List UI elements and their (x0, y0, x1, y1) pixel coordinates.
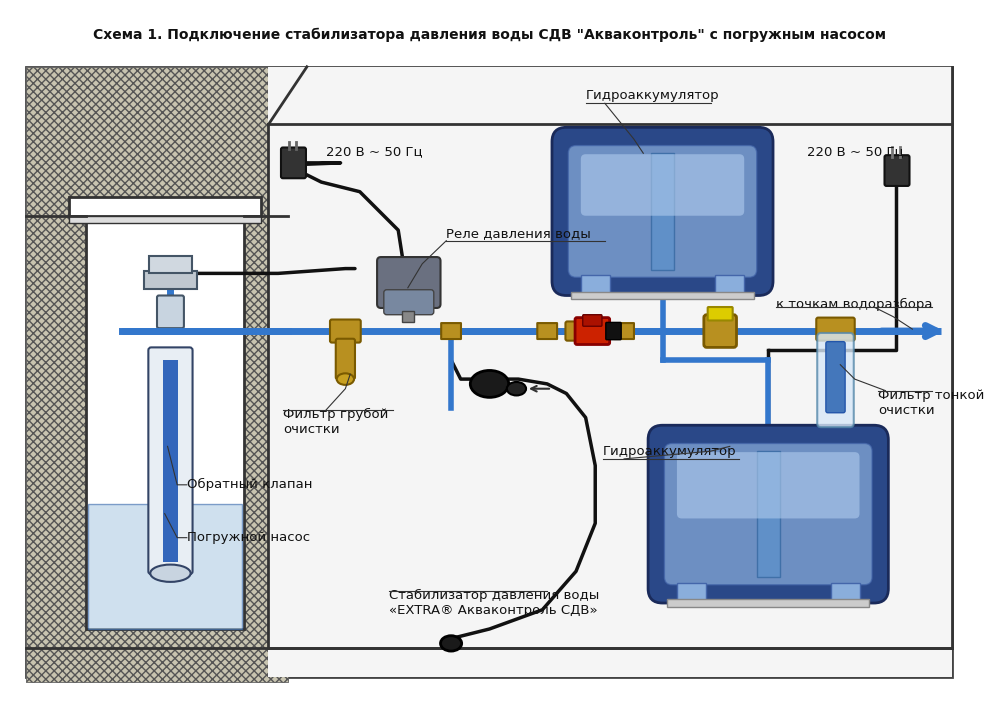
FancyBboxPatch shape (336, 338, 355, 379)
FancyBboxPatch shape (575, 318, 610, 345)
FancyBboxPatch shape (704, 315, 737, 348)
Bar (88, 504, 242, 629)
Text: Реле давления воды: Реле давления воды (446, 227, 591, 240)
Bar (26, 67, 288, 682)
Bar (831, 583, 860, 600)
Bar (571, 291, 754, 299)
Text: Стабилизатор давления воды
«EXTRA® Акваконтроль СДВ»: Стабилизатор давления воды «EXTRA® Аквак… (389, 588, 599, 617)
Text: Обратный клапан: Обратный клапан (187, 478, 312, 491)
FancyBboxPatch shape (384, 290, 434, 315)
Text: Фильтр грубой
очистки: Фильтр грубой очистки (283, 408, 388, 436)
Ellipse shape (507, 382, 526, 396)
FancyBboxPatch shape (565, 321, 587, 341)
FancyBboxPatch shape (552, 127, 773, 296)
FancyBboxPatch shape (664, 443, 872, 585)
FancyBboxPatch shape (677, 452, 860, 518)
FancyBboxPatch shape (568, 146, 757, 277)
Text: к точкам водоразбора: к точкам водоразбора (776, 298, 932, 311)
Text: Фильтр тонкой
очистки: Фильтр тонкой очистки (878, 388, 984, 417)
Ellipse shape (150, 565, 191, 582)
Ellipse shape (441, 635, 462, 651)
FancyBboxPatch shape (581, 154, 744, 216)
FancyBboxPatch shape (281, 148, 306, 178)
FancyBboxPatch shape (614, 323, 634, 339)
Text: Гидроаккумулятор: Гидроаккумулятор (603, 445, 737, 458)
Text: Гидроаккумулятор: Гидроаккумулятор (586, 89, 719, 102)
FancyBboxPatch shape (885, 155, 909, 186)
Bar (715, 276, 744, 293)
FancyBboxPatch shape (583, 315, 602, 326)
Bar (268, 67, 952, 677)
Bar (581, 276, 610, 293)
Bar (651, 154, 674, 270)
Text: 220 В ~ 50 Гц: 220 В ~ 50 Гц (807, 145, 903, 158)
Ellipse shape (337, 373, 354, 385)
Bar (757, 451, 780, 577)
FancyBboxPatch shape (648, 426, 888, 603)
Bar (26, 67, 952, 677)
Bar (69, 196, 261, 216)
FancyBboxPatch shape (377, 257, 441, 308)
Bar (144, 271, 197, 288)
FancyBboxPatch shape (606, 323, 621, 340)
Text: 220 В ~ 50 Гц: 220 В ~ 50 Гц (326, 145, 423, 158)
Ellipse shape (470, 371, 509, 398)
Text: Схема 1. Подключение стабилизатора давления воды СДВ "Акваконтроль" с погружным : Схема 1. Подключение стабилизатора давле… (93, 28, 886, 42)
FancyBboxPatch shape (708, 307, 733, 321)
FancyBboxPatch shape (537, 323, 557, 339)
Bar (69, 216, 261, 223)
Bar (402, 311, 414, 323)
Bar (163, 360, 178, 562)
Bar (677, 583, 706, 600)
FancyBboxPatch shape (817, 333, 854, 427)
FancyBboxPatch shape (157, 296, 184, 328)
Bar (667, 599, 869, 607)
Bar (86, 206, 244, 629)
Text: Погружной насос: Погружной насос (187, 531, 310, 544)
FancyBboxPatch shape (826, 341, 845, 413)
Bar (26, 67, 288, 682)
FancyBboxPatch shape (441, 323, 461, 339)
FancyBboxPatch shape (148, 348, 193, 574)
FancyBboxPatch shape (330, 320, 361, 343)
FancyBboxPatch shape (816, 318, 855, 341)
Bar (149, 256, 192, 273)
